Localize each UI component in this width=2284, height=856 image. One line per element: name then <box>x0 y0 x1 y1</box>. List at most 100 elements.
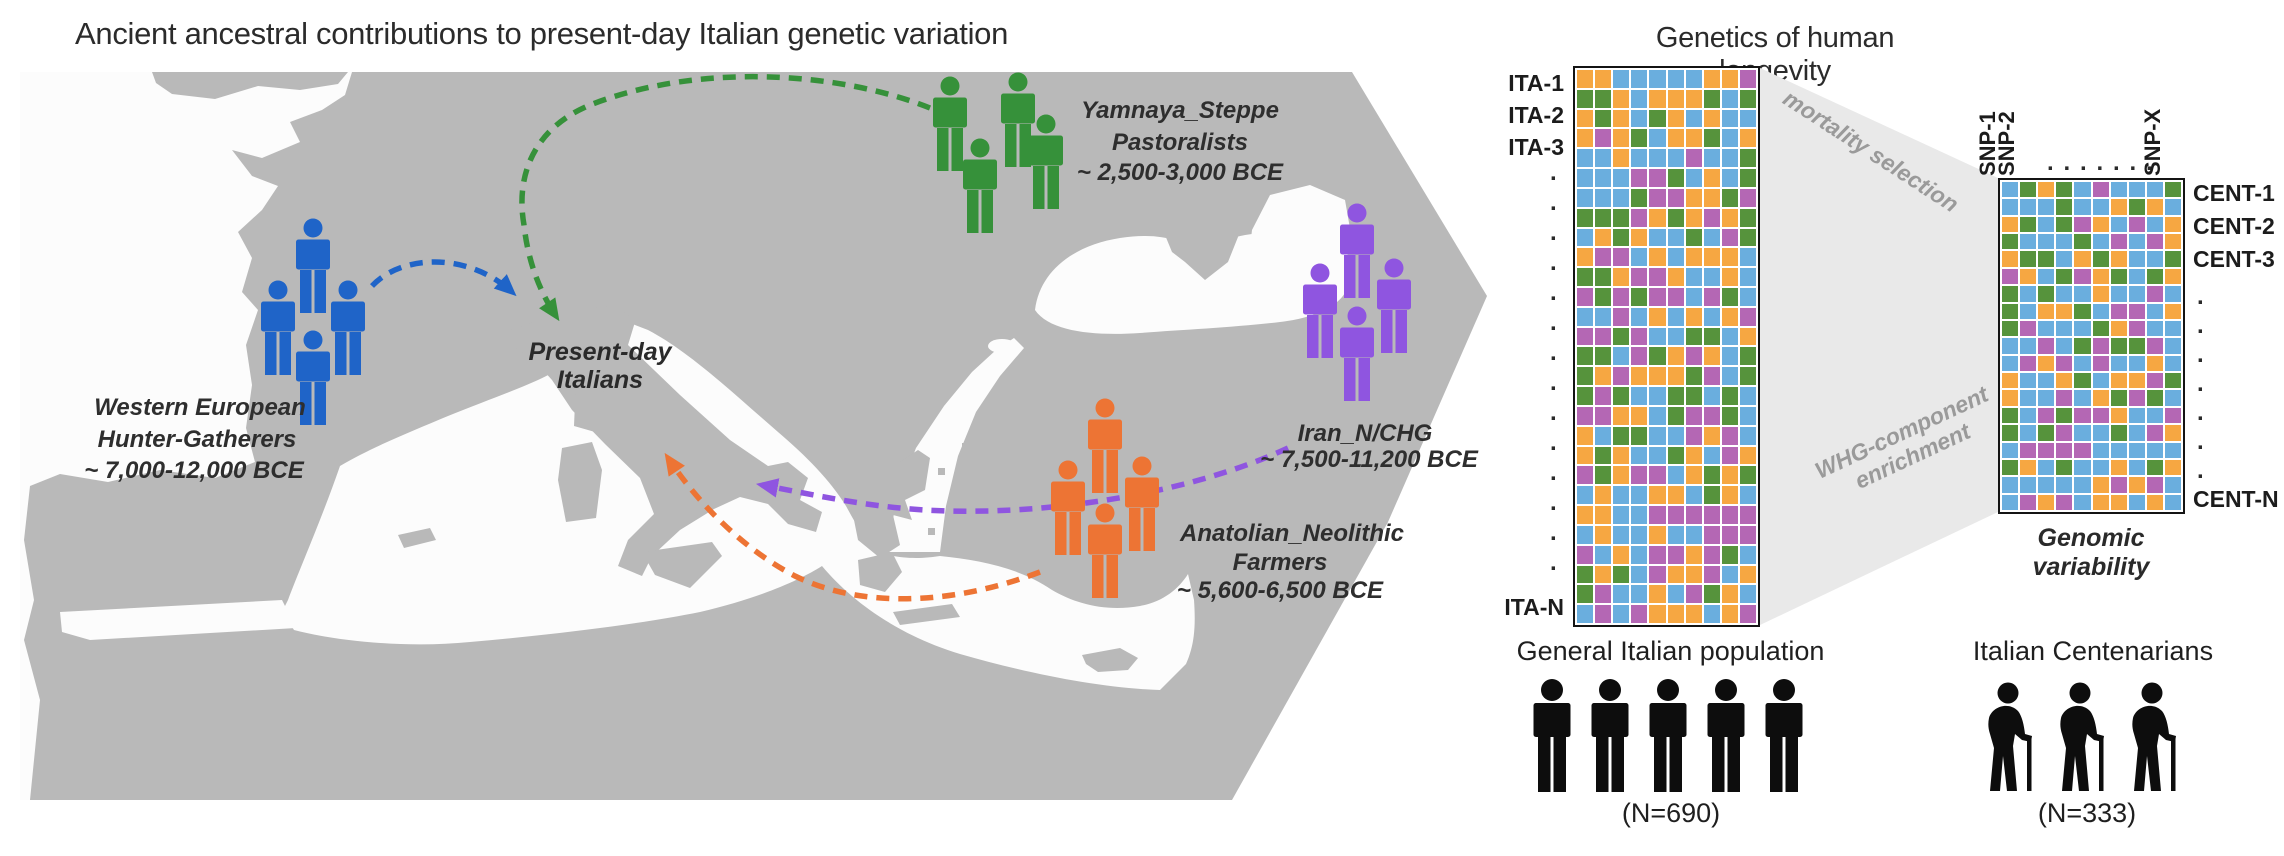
anatolia-arrow <box>664 452 1041 602</box>
matrix-cell <box>2128 425 2145 441</box>
matrix-cell <box>2056 373 2073 389</box>
matrix-cell <box>2164 268 2181 285</box>
matrix-cell <box>1703 605 1720 623</box>
matrix-cell <box>2146 355 2163 371</box>
matrix-cell <box>1577 506 1594 524</box>
matrix-cell <box>1595 248 1612 267</box>
matrix-cell <box>1739 585 1756 604</box>
matrix-cell <box>2020 477 2037 493</box>
matrix-cell <box>1595 426 1612 445</box>
matrix-cell <box>1649 248 1666 267</box>
matrix-cell <box>1721 545 1738 564</box>
matrix-cell <box>1595 268 1612 286</box>
matrix-cell <box>1649 109 1666 128</box>
matrix-cell <box>1595 70 1612 88</box>
matrix-cell <box>1703 208 1720 227</box>
matrix-cell <box>1703 466 1720 485</box>
ellipsis-dot: . <box>2047 149 2054 176</box>
matrix-cell <box>1721 387 1738 405</box>
matrix-cell <box>1649 565 1666 584</box>
matrix-cell <box>2038 320 2055 337</box>
matrix-cell <box>1649 228 1666 247</box>
matrix-cell <box>2020 251 2037 267</box>
matrix-cell <box>2020 390 2037 406</box>
matrix-cell <box>1667 307 1684 326</box>
matrix-cell <box>2092 303 2109 319</box>
matrix-cell <box>2002 234 2019 250</box>
matrix-cell <box>1667 268 1684 286</box>
matrix-cell <box>2002 182 2019 198</box>
matrix-cell <box>2074 355 2091 371</box>
matrix-cell <box>1577 228 1594 247</box>
matrix-cell <box>1667 70 1684 88</box>
destination-label-line1: Present-day <box>528 338 672 366</box>
general-population-count: (N=690) <box>1621 798 1721 828</box>
matrix-cell <box>1649 367 1666 386</box>
matrix-cell <box>1577 387 1594 405</box>
matrix-cell <box>1739 268 1756 286</box>
matrix-cell <box>1667 367 1684 386</box>
matrix-cell <box>1577 129 1594 148</box>
matrix-cell <box>2038 373 2055 389</box>
matrix-cell <box>1685 506 1702 524</box>
matrix-cell <box>1631 188 1648 207</box>
matrix-cell <box>1721 466 1738 485</box>
matrix-cell <box>1739 109 1756 128</box>
whg-label-line2: Hunter-Gatherers <box>98 426 297 453</box>
matrix-cell <box>2038 216 2055 233</box>
matrix-cell <box>1667 347 1684 366</box>
matrix-cell <box>1667 387 1684 405</box>
matrix-cell <box>1667 129 1684 148</box>
yamnaya-arrow <box>519 73 932 322</box>
ellipsis-dot: . <box>1550 189 1557 216</box>
matrix-cell <box>2128 199 2145 215</box>
matrix-cell <box>2110 373 2127 389</box>
matrix-cell <box>1703 109 1720 128</box>
matrix-cell <box>1685 406 1702 425</box>
matrix-cell <box>1631 70 1648 88</box>
matrix-cell <box>1631 347 1648 366</box>
matrix-cell <box>1721 565 1738 584</box>
matrix-cell <box>1703 506 1720 524</box>
matrix-cell <box>1613 149 1630 168</box>
matrix-cell <box>1595 169 1612 187</box>
ellipsis-dot: . <box>2096 149 2104 176</box>
matrix-cell <box>1577 446 1594 465</box>
matrix-cell <box>2164 425 2181 441</box>
matrix-cell <box>1613 387 1630 405</box>
matrix-cell <box>1739 466 1756 485</box>
matrix-cell <box>2164 407 2181 424</box>
matrix-cell <box>2092 442 2109 458</box>
matrix-cell <box>1685 208 1702 227</box>
sample-row-label: CENT-3 <box>2193 246 2275 272</box>
ellipsis-dot: . <box>1550 369 1557 396</box>
matrix-cell <box>2002 268 2019 285</box>
person-icon <box>1707 679 1745 792</box>
matrix-cell <box>2128 320 2145 337</box>
matrix-cell <box>1721 367 1738 386</box>
yamnaya-label-date: ~ 2,500-3,000 BCE <box>1077 159 1284 186</box>
matrix-cell <box>2146 268 2163 285</box>
matrix-cell <box>2110 216 2127 233</box>
matrix-cell <box>1595 287 1612 306</box>
matrix-cell <box>1667 406 1684 425</box>
matrix-cell <box>1631 89 1648 108</box>
matrix-cell <box>1649 307 1666 326</box>
matrix-cell <box>1685 287 1702 306</box>
matrix-cell <box>1631 466 1648 485</box>
matrix-cell <box>1667 446 1684 465</box>
matrix-cell <box>2110 338 2127 354</box>
general-population-icons <box>1533 679 1803 792</box>
matrix-cell <box>1613 169 1630 187</box>
sample-row-label: ITA-N <box>1504 594 1564 620</box>
matrix-cell <box>2002 373 2019 389</box>
matrix-cell <box>1595 188 1612 207</box>
matrix-cell <box>1685 486 1702 505</box>
matrix-cell <box>1649 506 1666 524</box>
matrix-cell <box>2074 234 2091 250</box>
matrix-cell <box>1613 545 1630 564</box>
matrix-cell <box>2164 182 2181 198</box>
matrix-cell <box>1703 70 1720 88</box>
matrix-cell <box>1703 169 1720 187</box>
matrix-cell <box>2146 216 2163 233</box>
